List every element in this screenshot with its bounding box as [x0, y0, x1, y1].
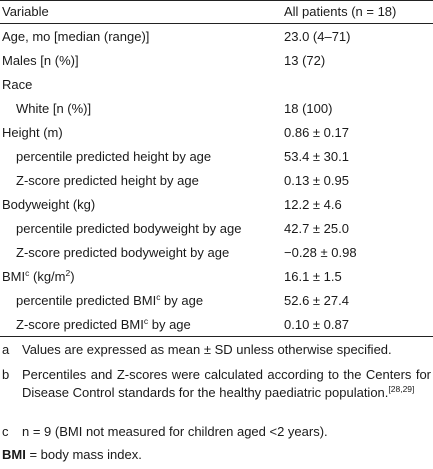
row-label: BMIc (kg/m2) — [2, 268, 75, 284]
footnote-marker: b — [2, 367, 10, 382]
row-value: 23.0 (4–71) — [284, 29, 351, 44]
row-value: 52.6 ± 27.4 — [284, 293, 349, 308]
row-label: White [n (%)] — [16, 101, 92, 116]
table-row: percentile predicted BMIc by age 52.6 ± … — [0, 291, 433, 311]
row-value: 12.2 ± 4.6 — [284, 197, 342, 212]
row-value: 0.86 ± 0.17 — [284, 125, 349, 140]
table-row: Age, mo [median (range)] 23.0 (4–71) — [0, 27, 433, 47]
row-value: 53.4 ± 30.1 — [284, 149, 349, 164]
abbreviation-note: BMI = body mass index. — [2, 446, 142, 464]
table-row: Z-score predicted BMIc by age 0.10 ± 0.8… — [0, 315, 433, 335]
table-row: BMIc (kg/m2) 16.1 ± 1.5 — [0, 267, 433, 287]
table-row: Race — [0, 75, 433, 95]
footnote-text: n = 9 (BMI not measured for children age… — [22, 424, 328, 439]
header-variable: Variable — [2, 4, 49, 19]
top-rule — [0, 0, 433, 1]
footnote: a Values are expressed as mean ± SD unle… — [0, 341, 433, 359]
citation-ref: [28,29] — [388, 384, 415, 394]
header-all-patients: All patients (n = 18) — [284, 4, 397, 19]
header-rule — [0, 23, 433, 24]
footnote: c n = 9 (BMI not measured for children a… — [0, 423, 433, 441]
row-label: Height (m) — [2, 125, 63, 140]
row-label: Z-score predicted bodyweight by age — [16, 245, 230, 260]
row-value: 18 (100) — [284, 101, 333, 116]
row-value: 0.10 ± 0.87 — [284, 317, 349, 332]
table-row: Bodyweight (kg) 12.2 ± 4.6 — [0, 195, 433, 215]
row-label: Bodyweight (kg) — [2, 197, 96, 212]
table-row: Height (m) 0.86 ± 0.17 — [0, 123, 433, 143]
table-row: percentile predicted height by age 53.4 … — [0, 147, 433, 167]
table-header: Variable All patients (n = 18) — [0, 2, 433, 22]
row-label: Z-score predicted height by age — [16, 173, 199, 188]
abbreviation-term: BMI — [2, 447, 26, 462]
footnote-marker: c — [2, 424, 9, 439]
row-value: 0.13 ± 0.95 — [284, 173, 349, 188]
table-row: Z-score predicted height by age 0.13 ± 0… — [0, 171, 433, 191]
table-row: Males [n (%)] 13 (72) — [0, 51, 433, 71]
row-label: Age, mo [median (range)] — [2, 29, 150, 44]
footnote-text: Percentiles and Z-scores were calculated… — [22, 367, 431, 400]
row-label: percentile predicted height by age — [16, 149, 212, 164]
row-label: percentile predicted BMIc by age — [16, 292, 204, 308]
footnote-marker: a — [2, 342, 10, 357]
bottom-rule — [0, 336, 433, 337]
table-row: Z-score predicted bodyweight by age −0.2… — [0, 243, 433, 263]
table-row: percentile predicted bodyweight by age 4… — [0, 219, 433, 239]
row-label: Z-score predicted BMIc by age — [16, 316, 191, 332]
row-value: −0.28 ± 0.98 — [284, 245, 357, 260]
footnote-text: Values are expressed as mean ± SD unless… — [22, 342, 392, 357]
row-label: Race — [2, 77, 33, 92]
row-label: Males [n (%)] — [2, 53, 79, 68]
row-value: 13 (72) — [284, 53, 326, 68]
table-row: White [n (%)] 18 (100) — [0, 99, 433, 119]
abbreviation-definition: = body mass index. — [25, 447, 142, 462]
row-value: 42.7 ± 25.0 — [284, 221, 349, 236]
row-label: percentile predicted bodyweight by age — [16, 221, 242, 236]
footnote: b Percentiles and Z-scores were calculat… — [0, 366, 433, 422]
row-value: 16.1 ± 1.5 — [284, 269, 342, 284]
